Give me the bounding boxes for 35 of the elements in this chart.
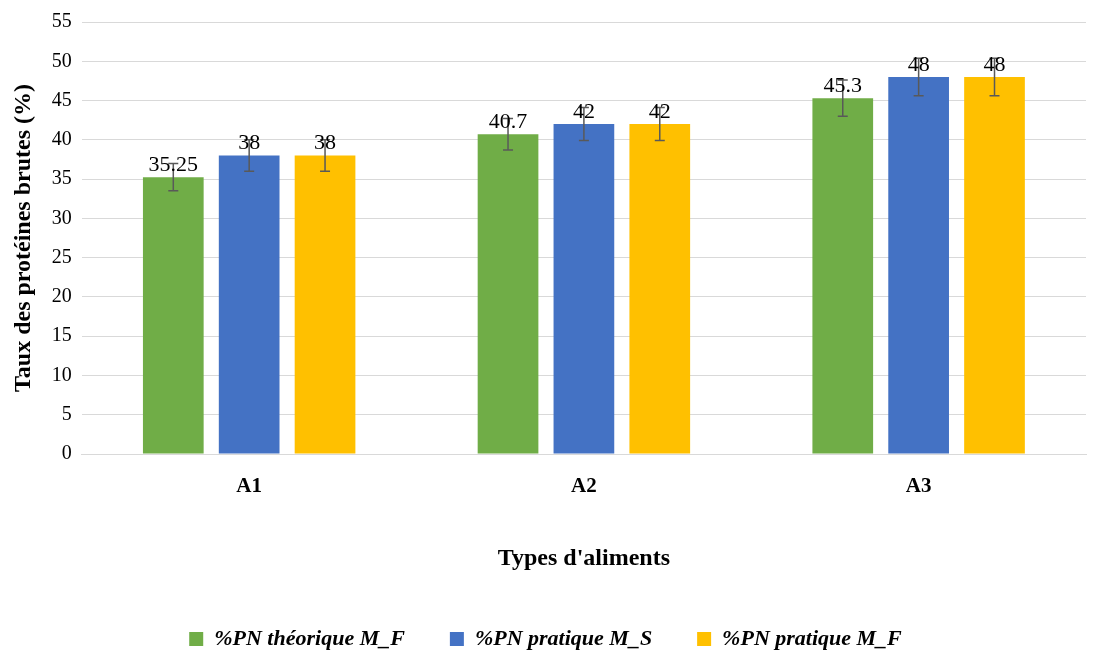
data-label: 35.25: [148, 150, 199, 176]
y-tick-label: 30: [51, 205, 72, 228]
bar: [218, 155, 280, 454]
x-tick-label: A3: [905, 473, 932, 498]
data-label: 42: [648, 97, 671, 123]
y-tick-label: 15: [51, 323, 72, 346]
bar: [294, 155, 356, 454]
bar: [553, 124, 615, 454]
data-label: 40.7: [488, 108, 528, 134]
y-tick-label: 25: [51, 244, 72, 267]
x-tick-label: A1: [236, 473, 262, 498]
y-tick-label: 35: [51, 166, 72, 189]
legend-label: %PN théorique M_F: [214, 624, 406, 650]
data-label: 38: [238, 129, 261, 155]
bar: [142, 177, 204, 454]
bar: [888, 76, 949, 454]
data-label: 38: [314, 129, 337, 155]
y-tick-label: 10: [51, 362, 72, 385]
bar: [964, 76, 1025, 454]
bar: [812, 98, 874, 454]
y-tick-label: 0: [61, 441, 72, 464]
y-tick-label: 45: [51, 87, 72, 110]
y-tick-label: 20: [51, 284, 72, 307]
y-tick-label: 40: [51, 127, 72, 150]
bar: [477, 134, 539, 454]
legend-label: %PN pratique M_S: [474, 624, 653, 650]
x-axis-title: Types d'aliments: [497, 543, 671, 570]
data-label: 42: [572, 97, 595, 123]
y-tick-label: 55: [51, 9, 72, 32]
bar: [629, 124, 691, 454]
y-tick-label: 50: [51, 48, 72, 71]
y-axis-title: Taux des protéines brutes (%): [8, 83, 35, 393]
y-tick-label: 5: [61, 401, 72, 424]
x-tick-label: A2: [571, 473, 597, 498]
legend-label: %PN pratique M_F: [722, 624, 903, 650]
